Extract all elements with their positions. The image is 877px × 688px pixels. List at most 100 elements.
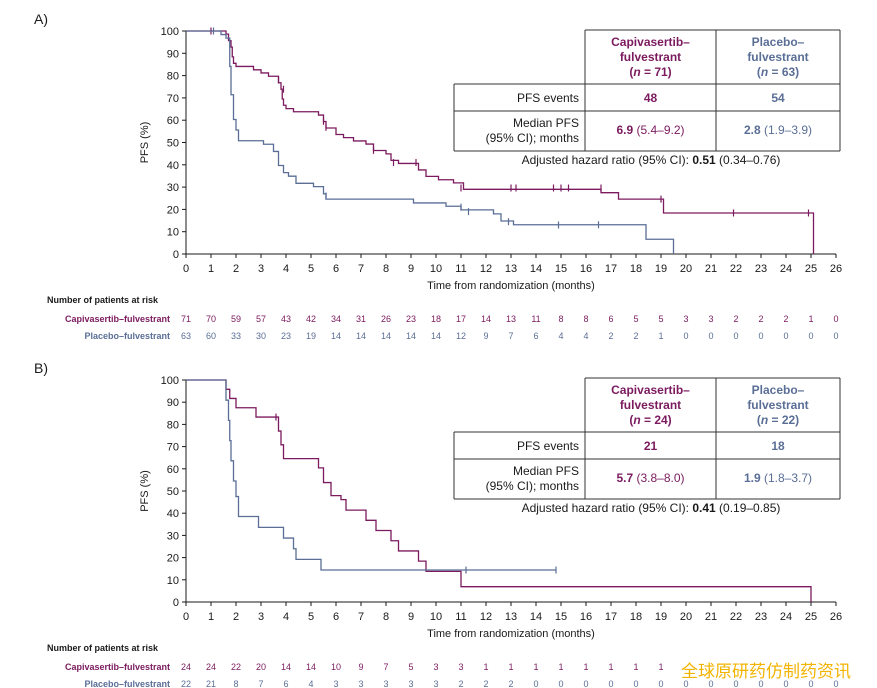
risk-value: 3 bbox=[708, 314, 713, 324]
risk-value: 19 bbox=[306, 331, 316, 341]
y-tick-label: 70 bbox=[167, 93, 179, 105]
y-tick-label: 50 bbox=[167, 138, 179, 150]
y-tick-label: 60 bbox=[167, 464, 179, 476]
y-tick-label: 0 bbox=[173, 249, 179, 261]
risk-value: 43 bbox=[281, 314, 291, 324]
table-row-label: Median PFS bbox=[513, 116, 579, 130]
x-tick-label: 2 bbox=[233, 263, 239, 275]
y-tick-label: 100 bbox=[161, 26, 179, 38]
risk-value: 8 bbox=[233, 679, 238, 688]
risk-value: 0 bbox=[608, 679, 613, 688]
risk-table-header: Number of patients at risk bbox=[47, 295, 159, 305]
x-tick-label: 2 bbox=[233, 611, 239, 623]
risk-value: 63 bbox=[181, 331, 191, 341]
risk-value: 0 bbox=[783, 679, 788, 688]
pfs-events-capivasertib: 48 bbox=[644, 91, 658, 105]
y-tick-label: 60 bbox=[167, 115, 179, 127]
hazard-ratio: Adjusted hazard ratio (95% CI): 0.41 (0.… bbox=[522, 501, 781, 515]
x-tick-label: 15 bbox=[555, 611, 567, 623]
risk-value: 1 bbox=[483, 662, 488, 672]
x-tick-label: 0 bbox=[183, 263, 189, 275]
risk-value: 7 bbox=[508, 331, 513, 341]
risk-value: 0 bbox=[733, 331, 738, 341]
y-tick-label: 0 bbox=[173, 597, 179, 609]
x-tick-label: 4 bbox=[283, 611, 289, 623]
y-tick-label: 40 bbox=[167, 508, 179, 520]
x-tick-label: 9 bbox=[408, 611, 414, 623]
y-tick-label: 10 bbox=[167, 575, 179, 587]
risk-value: 2 bbox=[508, 679, 513, 688]
risk-value: 2 bbox=[758, 314, 763, 324]
table-header-capivasertib: fulvestrant bbox=[620, 50, 681, 64]
risk-value: 5 bbox=[658, 314, 663, 324]
table-row-label: PFS events bbox=[517, 91, 579, 105]
risk-value: 1 bbox=[658, 662, 663, 672]
risk-value: 2 bbox=[458, 679, 463, 688]
risk-value: 3 bbox=[458, 662, 463, 672]
table-header-capivasertib: Capivasertib– bbox=[611, 383, 690, 397]
risk-value: 14 bbox=[306, 662, 316, 672]
table-header-capivasertib: (n = 24) bbox=[629, 413, 671, 427]
km-curve-capivasertib bbox=[186, 379, 812, 602]
risk-value: 0 bbox=[758, 331, 763, 341]
risk-value: 2 bbox=[633, 331, 638, 341]
risk-value: 0 bbox=[808, 331, 813, 341]
panel-label: A) bbox=[34, 11, 48, 27]
risk-value: 31 bbox=[356, 314, 366, 324]
risk-value: 4 bbox=[308, 679, 313, 688]
table-header-capivasertib: (n = 71) bbox=[629, 65, 671, 79]
x-tick-label: 19 bbox=[655, 263, 667, 275]
x-tick-label: 16 bbox=[580, 263, 592, 275]
y-tick-label: 80 bbox=[167, 419, 179, 431]
risk-value: 2 bbox=[733, 314, 738, 324]
risk-value: 1 bbox=[608, 662, 613, 672]
x-tick-label: 10 bbox=[430, 263, 442, 275]
risk-value: 2 bbox=[608, 331, 613, 341]
risk-value: 3 bbox=[358, 679, 363, 688]
risk-value: 1 bbox=[658, 331, 663, 341]
x-tick-label: 26 bbox=[830, 611, 842, 623]
risk-value: 14 bbox=[281, 662, 291, 672]
risk-value: 0 bbox=[633, 679, 638, 688]
x-tick-label: 25 bbox=[805, 263, 817, 275]
x-tick-label: 11 bbox=[455, 611, 466, 623]
risk-value: 14 bbox=[431, 331, 441, 341]
risk-value: 14 bbox=[406, 331, 416, 341]
x-tick-label: 9 bbox=[408, 263, 414, 275]
x-tick-label: 6 bbox=[333, 611, 339, 623]
x-tick-label: 5 bbox=[308, 611, 314, 623]
risk-value: 9 bbox=[358, 662, 363, 672]
risk-value: 1 bbox=[558, 662, 563, 672]
risk-row-label: Placebo–fulvestrant bbox=[84, 331, 170, 341]
results-table: Capivasertib–fulvestrant(n = 71)Placebo–… bbox=[453, 29, 841, 152]
risk-value: 0 bbox=[708, 679, 713, 688]
x-tick-label: 15 bbox=[555, 263, 567, 275]
risk-table-header: Number of patients at risk bbox=[47, 643, 159, 653]
risk-value: 10 bbox=[331, 662, 341, 672]
risk-value: 14 bbox=[331, 331, 341, 341]
risk-value: 20 bbox=[256, 662, 266, 672]
table-header-placebo: (n = 63) bbox=[757, 65, 799, 79]
table-header-placebo: fulvestrant bbox=[747, 50, 808, 64]
risk-value: 33 bbox=[231, 331, 241, 341]
risk-value: 60 bbox=[206, 331, 216, 341]
risk-value: 13 bbox=[506, 314, 516, 324]
risk-value: 2 bbox=[483, 679, 488, 688]
risk-value: 2 bbox=[783, 314, 788, 324]
median-pfs-capivasertib: 6.9 (5.4–9.2) bbox=[616, 123, 684, 137]
table-header-placebo: fulvestrant bbox=[747, 398, 808, 412]
risk-row-label: Capivasertib–fulvestrant bbox=[65, 662, 170, 672]
x-tick-label: 12 bbox=[480, 263, 492, 275]
x-tick-label: 12 bbox=[480, 611, 492, 623]
risk-value: 70 bbox=[206, 314, 216, 324]
x-tick-label: 24 bbox=[780, 611, 792, 623]
risk-value: 0 bbox=[683, 679, 688, 688]
y-tick-label: 90 bbox=[167, 48, 179, 60]
risk-value: 22 bbox=[181, 679, 191, 688]
x-tick-label: 19 bbox=[655, 611, 667, 623]
risk-value: 0 bbox=[758, 679, 763, 688]
risk-value: 0 bbox=[833, 314, 838, 324]
median-pfs-placebo: 1.9 (1.8–3.7) bbox=[744, 471, 812, 485]
x-tick-label: 6 bbox=[333, 263, 339, 275]
x-tick-label: 20 bbox=[680, 263, 692, 275]
